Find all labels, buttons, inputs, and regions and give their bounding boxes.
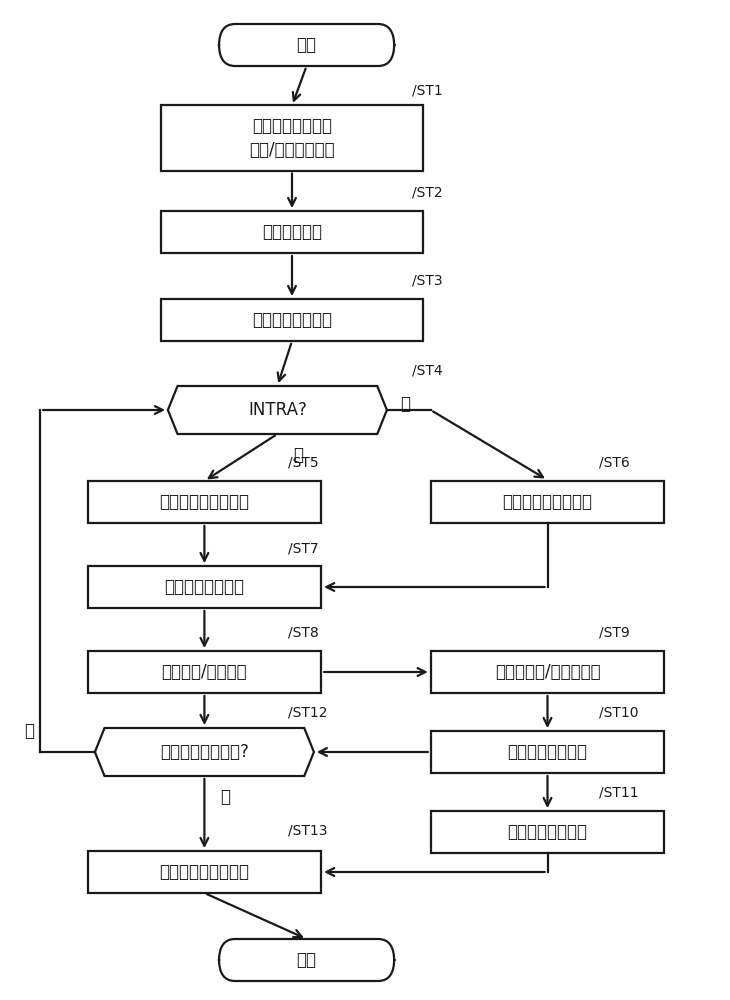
Text: /​ST9: /​ST9 bbox=[599, 626, 629, 640]
Polygon shape bbox=[168, 386, 387, 434]
Text: 实施帧内部预测处理: 实施帧内部预测处理 bbox=[159, 493, 250, 511]
Text: /​ST13: /​ST13 bbox=[288, 824, 328, 838]
Bar bbox=[88, 851, 321, 893]
Text: /​ST8: /​ST8 bbox=[288, 626, 319, 640]
FancyBboxPatch shape bbox=[219, 24, 394, 66]
Text: 实施逆量化/逆变换处理: 实施逆量化/逆变换处理 bbox=[495, 663, 600, 681]
Bar bbox=[88, 651, 321, 693]
Text: 实施环路滤波处理: 实施环路滤波处理 bbox=[507, 823, 588, 841]
Text: /​ST11: /​ST11 bbox=[599, 786, 638, 800]
Text: /​ST5: /​ST5 bbox=[288, 456, 319, 470]
Text: 开始: 开始 bbox=[296, 36, 317, 54]
Bar bbox=[161, 105, 423, 170]
Text: 结束: 结束 bbox=[296, 951, 317, 969]
Bar bbox=[431, 651, 664, 693]
Bar bbox=[88, 481, 321, 523]
Bar bbox=[161, 299, 423, 341]
Bar bbox=[431, 481, 664, 523]
Text: /​ST10: /​ST10 bbox=[599, 706, 638, 720]
Bar bbox=[431, 731, 664, 773]
Polygon shape bbox=[95, 728, 314, 776]
Bar bbox=[88, 566, 321, 608]
Text: /​ST6: /​ST6 bbox=[599, 456, 629, 470]
Text: 是: 是 bbox=[293, 446, 304, 464]
Text: /​ST12: /​ST12 bbox=[288, 706, 328, 720]
Text: 是: 是 bbox=[220, 788, 231, 806]
Text: /​ST2: /​ST2 bbox=[412, 186, 443, 200]
Bar bbox=[161, 211, 423, 253]
Text: 实施变换/量化处理: 实施变换/量化处理 bbox=[161, 663, 247, 681]
Text: 处理了所有编码块?: 处理了所有编码块? bbox=[160, 743, 249, 761]
Text: 实施帧之间预测处理: 实施帧之间预测处理 bbox=[502, 493, 593, 511]
Text: 实施可变长编码处理: 实施可变长编码处理 bbox=[159, 863, 250, 881]
Text: 生成预测差分信号: 生成预测差分信号 bbox=[164, 578, 245, 596]
Text: 决定编码块的最大
大小/上限的层次数: 决定编码块的最大 大小/上限的层次数 bbox=[249, 117, 335, 159]
Text: 否: 否 bbox=[24, 722, 34, 740]
Text: 分层地分割编码块: 分层地分割编码块 bbox=[252, 311, 332, 329]
Text: INTRA?: INTRA? bbox=[248, 401, 307, 419]
Bar bbox=[431, 811, 664, 853]
Text: 选择编码模式: 选择编码模式 bbox=[262, 223, 322, 241]
Text: /​ST7: /​ST7 bbox=[288, 541, 319, 555]
Text: /​ST1: /​ST1 bbox=[412, 84, 443, 98]
Text: /​ST3: /​ST3 bbox=[412, 274, 443, 288]
Text: /​ST4: /​ST4 bbox=[412, 364, 443, 378]
FancyBboxPatch shape bbox=[219, 939, 394, 981]
Text: 实施解码加法处理: 实施解码加法处理 bbox=[507, 743, 588, 761]
Text: 否: 否 bbox=[400, 395, 410, 413]
